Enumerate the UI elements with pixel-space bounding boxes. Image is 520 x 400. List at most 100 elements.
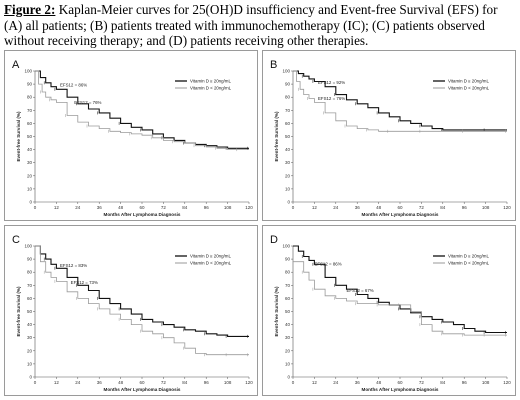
x-tick-label: 72 <box>161 380 167 385</box>
efs12-annotation-2: EFS12 = 76% <box>74 100 101 105</box>
x-tick-label: 0 <box>292 380 295 385</box>
y-tick-label: 0 <box>29 375 32 380</box>
efs12-annotation-1: EFS12 = 86% <box>60 83 87 88</box>
km-panel-d: D 0 10 20 30 40 50 60 70 80 90 100 0 12 24 36 48 60 72 84 96… <box>262 225 516 396</box>
y-tick-label: 90 <box>27 82 33 87</box>
y-tick-label: 10 <box>27 186 33 191</box>
y-tick-label: 90 <box>27 257 33 262</box>
x-tick-label: 96 <box>204 205 210 210</box>
y-tick-label: 80 <box>285 95 291 100</box>
x-tick-label: 48 <box>376 205 382 210</box>
survival-curve-vitd-insufficient <box>35 245 249 356</box>
y-tick-label: 100 <box>282 244 290 249</box>
x-tick-label: 36 <box>355 380 361 385</box>
y-tick-label: 80 <box>27 95 33 100</box>
km-panel-c: C 0 10 20 30 40 50 60 70 80 90 100 0 12 24 36 48 60 72 84 96… <box>4 225 258 396</box>
km-chart-c: C 0 10 20 30 40 50 60 70 80 90 100 0 12 24 36 48 60 72 84 96… <box>12 234 253 392</box>
y-tick-label: 50 <box>285 134 291 139</box>
y-tick-label: 40 <box>285 322 291 327</box>
x-tick-label: 108 <box>224 380 232 385</box>
x-tick-label: 84 <box>182 380 188 385</box>
y-tick-label: 40 <box>285 147 291 152</box>
efs12-annotation-1: EFS12 = 92% <box>318 80 345 85</box>
panel-letter: B <box>270 59 277 71</box>
x-tick-label: 96 <box>462 380 468 385</box>
km-panel-b: B 0 10 20 30 40 50 60 70 80 90 100 0 12 24 36 48 60 72 84 96… <box>262 50 516 221</box>
x-tick-label: 36 <box>97 205 103 210</box>
x-tick-label: 60 <box>397 380 403 385</box>
x-axis-label: Months After Lymphoma Diagnosis <box>104 212 181 217</box>
y-tick-label: 30 <box>285 160 291 165</box>
x-tick-label: 120 <box>245 380 253 385</box>
x-tick-label: 120 <box>245 205 253 210</box>
x-tick-label: 120 <box>503 205 511 210</box>
survival-curve-vitd-sufficient <box>35 245 249 337</box>
legend-entry: Vitamin D < 20ng/mL <box>190 86 232 91</box>
survival-curve-vitd-sufficient <box>293 245 507 334</box>
y-tick-label: 60 <box>27 296 33 301</box>
x-tick-label: 36 <box>355 205 361 210</box>
survival-curve-vitd-insufficient <box>293 261 507 336</box>
legend-entry: Vitamin D ≥ 20ng/mL <box>448 254 489 259</box>
y-tick-label: 90 <box>285 82 291 87</box>
y-tick-label: 30 <box>285 335 291 340</box>
y-tick-label: 40 <box>27 147 33 152</box>
x-tick-label: 24 <box>333 380 339 385</box>
x-tick-label: 60 <box>397 205 403 210</box>
x-tick-label: 96 <box>462 205 468 210</box>
y-tick-label: 10 <box>285 361 291 366</box>
x-axis-label: Months After Lymphoma Diagnosis <box>362 387 439 392</box>
km-panel-a: A 0 10 20 30 40 50 60 70 80 90 100 0 12 24 36 48 60 72 84 96… <box>4 50 258 221</box>
x-tick-label: 108 <box>482 380 490 385</box>
legend-entry: Vitamin D ≥ 20ng/mL <box>190 79 231 84</box>
y-tick-label: 0 <box>287 375 290 380</box>
efs12-annotation-2: EFS12 = 67% <box>347 288 374 293</box>
legend-entry: Vitamin D < 20ng/mL <box>448 261 490 266</box>
x-tick-label: 0 <box>34 380 37 385</box>
y-axis-label: Event-free Survival (%) <box>274 286 279 337</box>
x-tick-label: 120 <box>503 380 511 385</box>
legend-entry: Vitamin D ≥ 20ng/mL <box>448 79 489 84</box>
km-chart-b: B 0 10 20 30 40 50 60 70 80 90 100 0 12 24 36 48 60 72 84 96… <box>270 59 511 217</box>
y-tick-label: 20 <box>27 173 33 178</box>
survival-curve-vitd-insufficient <box>293 70 507 132</box>
x-tick-label: 24 <box>333 205 339 210</box>
y-tick-label: 80 <box>27 270 33 275</box>
legend-entry: Vitamin D < 20ng/mL <box>448 86 490 91</box>
km-chart-d: D 0 10 20 30 40 50 60 70 80 90 100 0 12 24 36 48 60 72 84 96… <box>270 234 511 392</box>
x-tick-label: 0 <box>34 205 37 210</box>
efs12-annotation-2: EFS12 = 76% <box>318 96 345 101</box>
x-axis-label: Months After Lymphoma Diagnosis <box>362 212 439 217</box>
x-tick-label: 48 <box>376 380 382 385</box>
y-tick-label: 20 <box>27 348 33 353</box>
y-tick-label: 0 <box>29 200 32 205</box>
x-tick-label: 12 <box>54 380 60 385</box>
y-tick-label: 70 <box>285 108 291 113</box>
y-tick-label: 70 <box>27 108 33 113</box>
y-tick-label: 20 <box>285 348 291 353</box>
x-tick-label: 72 <box>161 205 167 210</box>
y-tick-label: 50 <box>27 309 33 314</box>
y-tick-label: 10 <box>27 361 33 366</box>
y-tick-label: 70 <box>285 283 291 288</box>
figure-caption: Figure 2: Kaplan-Meier curves for 25(OH)… <box>4 2 516 49</box>
y-tick-label: 100 <box>24 244 32 249</box>
y-tick-label: 100 <box>24 69 32 74</box>
y-tick-label: 10 <box>285 186 291 191</box>
y-axis-label: Event-free Survival (%) <box>16 286 21 337</box>
x-tick-label: 84 <box>440 205 446 210</box>
y-tick-label: 100 <box>282 69 290 74</box>
y-tick-label: 80 <box>285 270 291 275</box>
x-tick-label: 24 <box>75 380 81 385</box>
panel-letter: C <box>12 234 20 246</box>
km-panel-grid: A 0 10 20 30 40 50 60 70 80 90 100 0 12 24 36 48 60 72 84 96… <box>4 50 516 396</box>
survival-curve-vitd-insufficient <box>35 70 249 150</box>
survival-curve-vitd-sufficient <box>293 70 507 131</box>
y-tick-label: 60 <box>285 121 291 126</box>
x-tick-label: 12 <box>312 380 318 385</box>
x-tick-label: 84 <box>182 205 188 210</box>
y-tick-label: 20 <box>285 173 291 178</box>
y-tick-label: 0 <box>287 200 290 205</box>
y-tick-label: 70 <box>27 283 33 288</box>
x-tick-label: 108 <box>224 205 232 210</box>
